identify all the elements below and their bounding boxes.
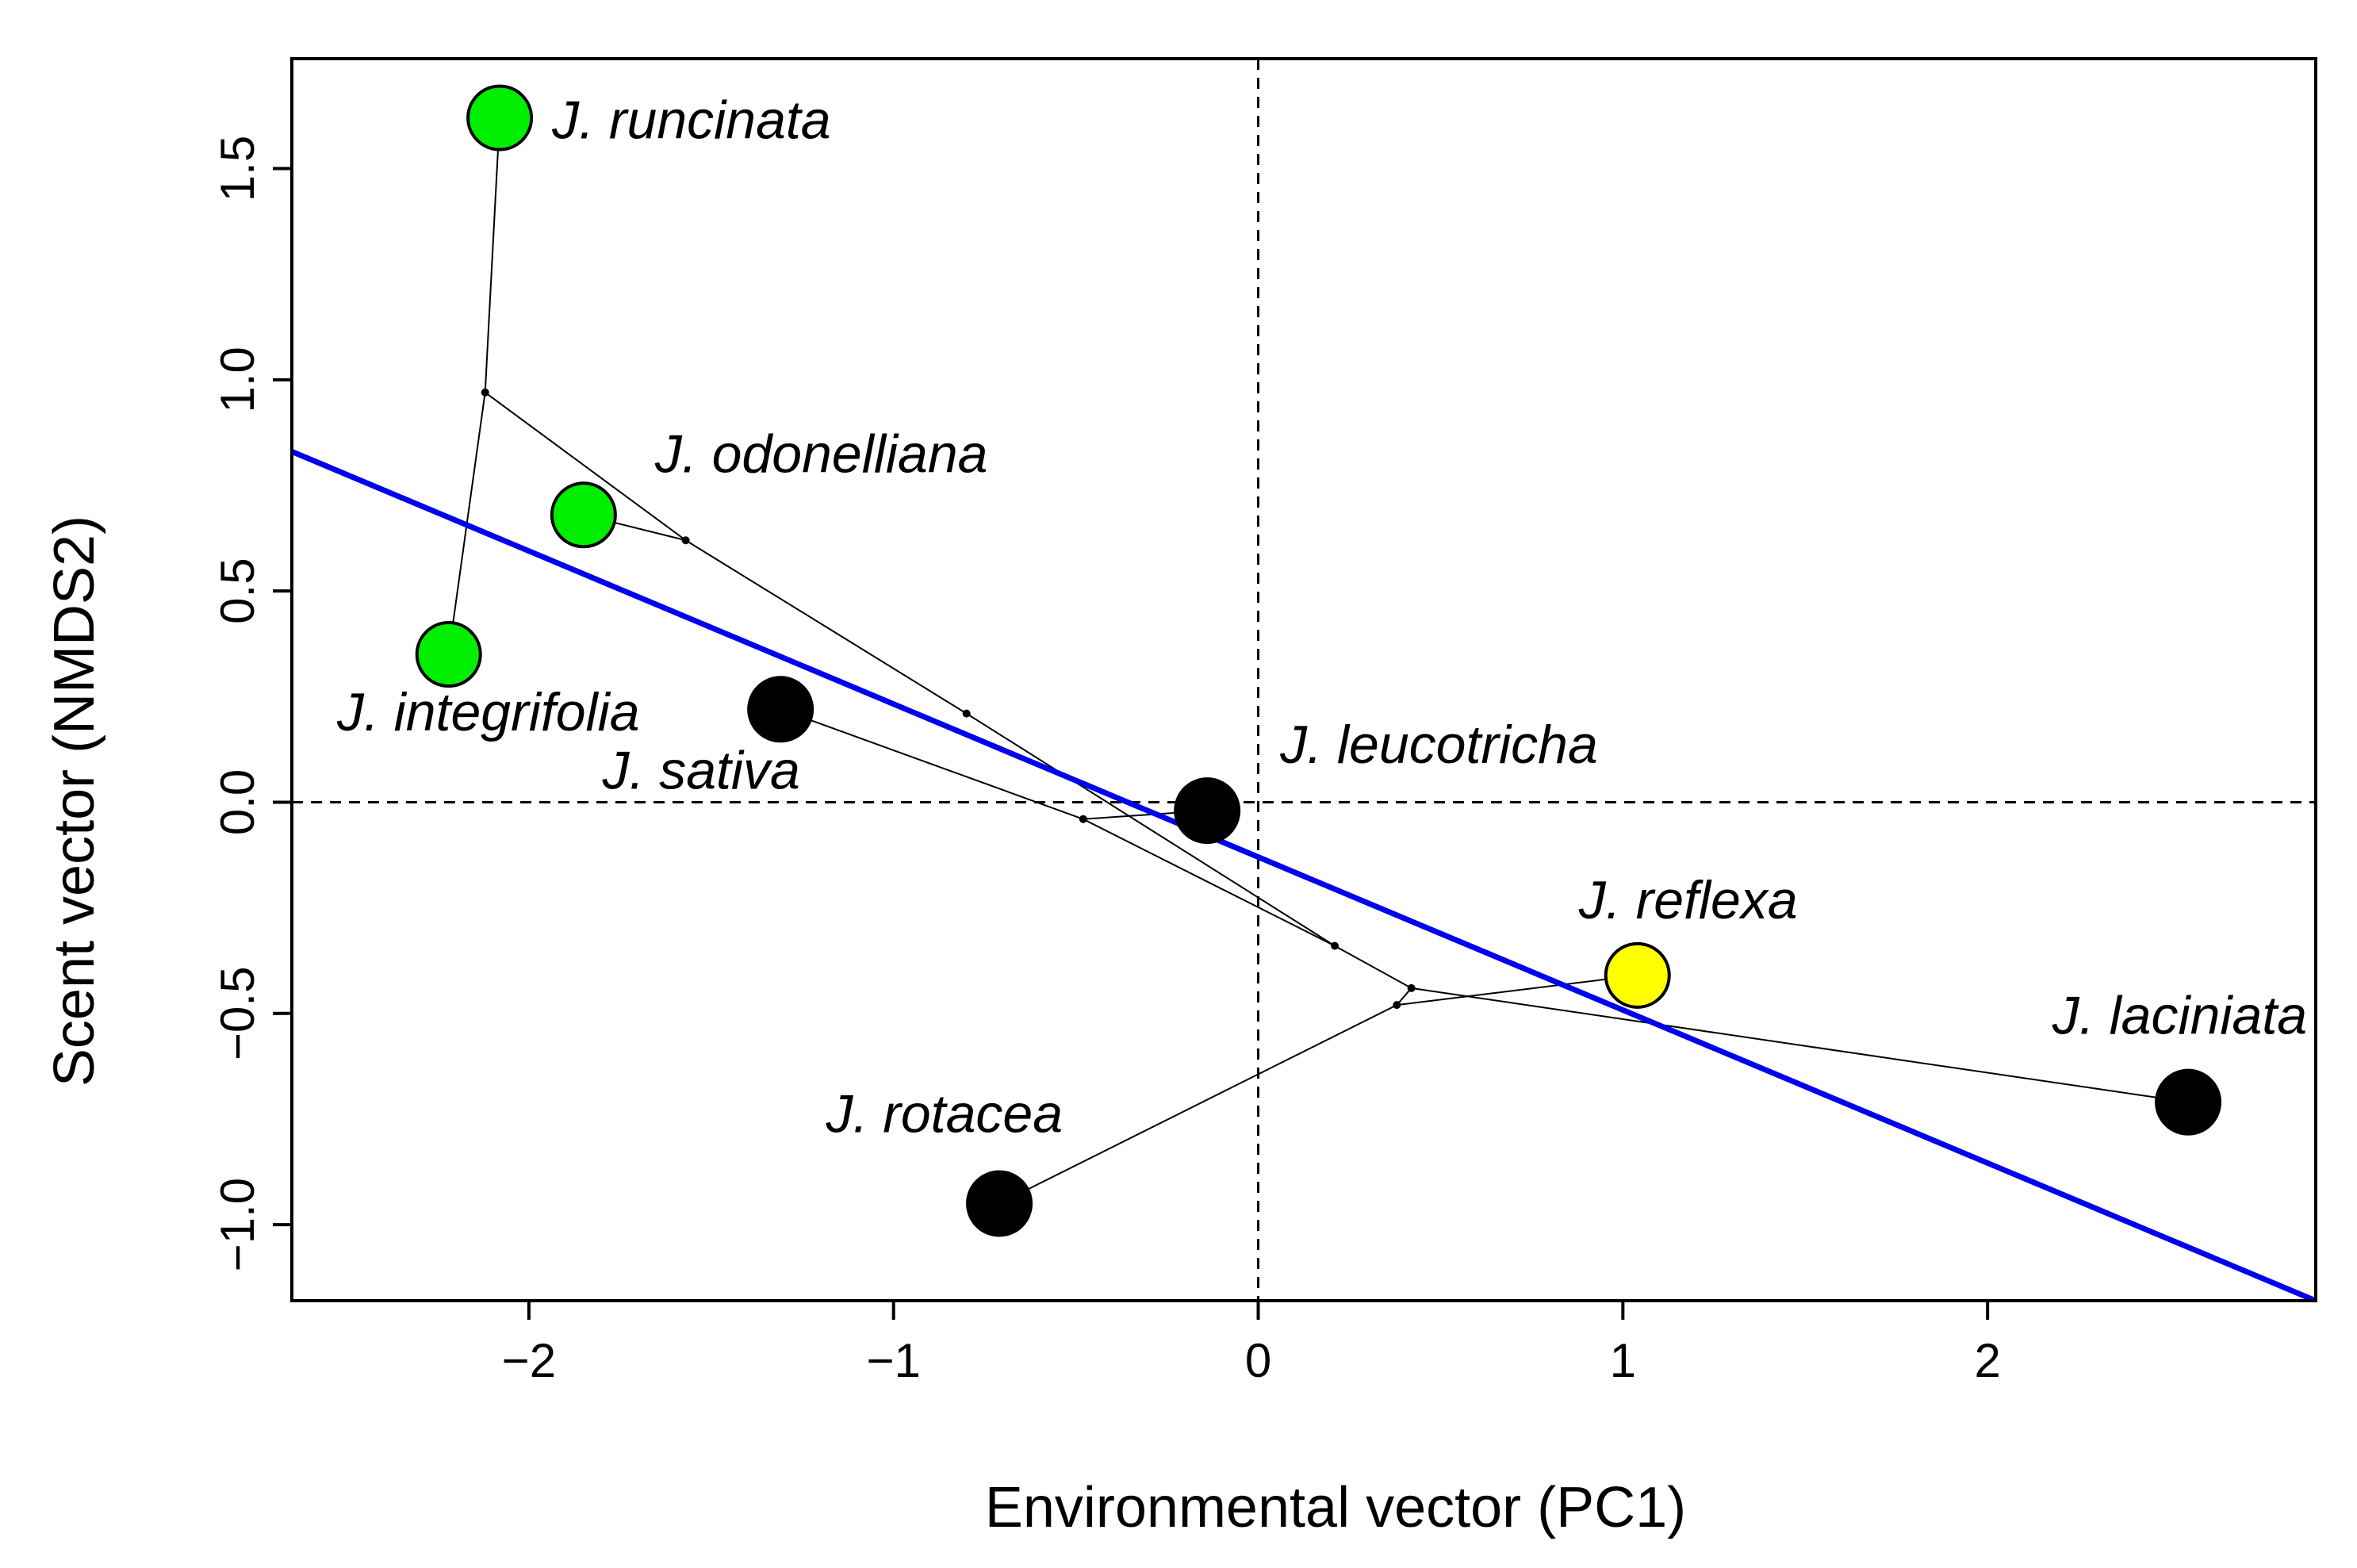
- species-label: J. odonelliana: [654, 424, 988, 484]
- phylogeny-edge: [1411, 987, 2189, 1103]
- y-tick-label: 0.5: [211, 558, 264, 623]
- x-tick-label: −2: [502, 1334, 556, 1387]
- data-point: [966, 1170, 1033, 1237]
- species-labels: J. runcinata J. odonelliana J. integrifoli…: [336, 90, 2307, 1144]
- phylogeny-edge: [998, 1004, 1397, 1205]
- regression-line: [292, 449, 2316, 1301]
- phylogeny-edge: [685, 539, 968, 715]
- data-point: [747, 676, 814, 743]
- phylogeny-edge: [780, 708, 1084, 820]
- data-point: [415, 621, 482, 688]
- x-tick-label: −1: [866, 1334, 920, 1387]
- species-label: J. sativa: [601, 740, 799, 800]
- regression-line-group: [292, 449, 2316, 1301]
- species-label: J. laciniata: [2052, 986, 2307, 1046]
- phylogeny-edge: [966, 712, 1336, 947]
- phylogeny-edges: [447, 117, 2189, 1205]
- y-tick-label: −1.0: [211, 1178, 264, 1271]
- x-tick-label: 2: [1974, 1334, 2000, 1387]
- phylogeny-node: [1407, 983, 1416, 992]
- phylogeny-node: [681, 536, 690, 545]
- species-label: J. leucotricha: [1279, 715, 1598, 775]
- plot-frame: [290, 57, 2317, 1302]
- y-tick-label: 0.0: [211, 769, 264, 835]
- species-label: J. reflexa: [1578, 870, 1798, 930]
- phylogeny-nodes: [481, 388, 1416, 1010]
- phylogeny-node: [1331, 941, 1339, 950]
- x-axis-title: Environmental vector (PC1): [985, 1476, 1686, 1539]
- data-point: [550, 481, 617, 549]
- species-label: J. rotacea: [825, 1083, 1063, 1144]
- phylogeny-node: [1079, 815, 1087, 823]
- species-label: J. runcinata: [551, 90, 831, 151]
- data-point: [1174, 777, 1241, 845]
- phylogeny-edge: [1334, 945, 1412, 989]
- phylogeny-edge: [484, 117, 501, 393]
- phylogeny-node: [1393, 1001, 1401, 1010]
- axes: −2 −1 0 1 2 −1.0 −0.5 0.0 0.5 1.0 1.5: [211, 57, 2317, 1387]
- phylogeny-edge: [485, 391, 687, 542]
- reference-lines: [292, 59, 2316, 1301]
- y-tick-label: 1.5: [211, 136, 264, 201]
- species-label: J. integrifolia: [336, 682, 640, 742]
- data-point: [466, 84, 534, 151]
- x-tick-label: 0: [1245, 1334, 1271, 1387]
- data-point: [2155, 1068, 2222, 1136]
- phylogeny-node: [962, 709, 971, 718]
- y-axis-title: Scent vector (NMDS2): [43, 516, 106, 1087]
- x-tick-label: 1: [1610, 1334, 1636, 1387]
- y-tick-label: 1.0: [211, 347, 264, 412]
- y-tick-label: −0.5: [211, 967, 264, 1060]
- phylogeny-node: [481, 388, 489, 397]
- phylogeny-edge: [1083, 818, 1336, 947]
- data-point: [1604, 941, 1671, 1009]
- phylogeny-edge: [1397, 974, 1638, 1006]
- data-points: [415, 84, 2222, 1237]
